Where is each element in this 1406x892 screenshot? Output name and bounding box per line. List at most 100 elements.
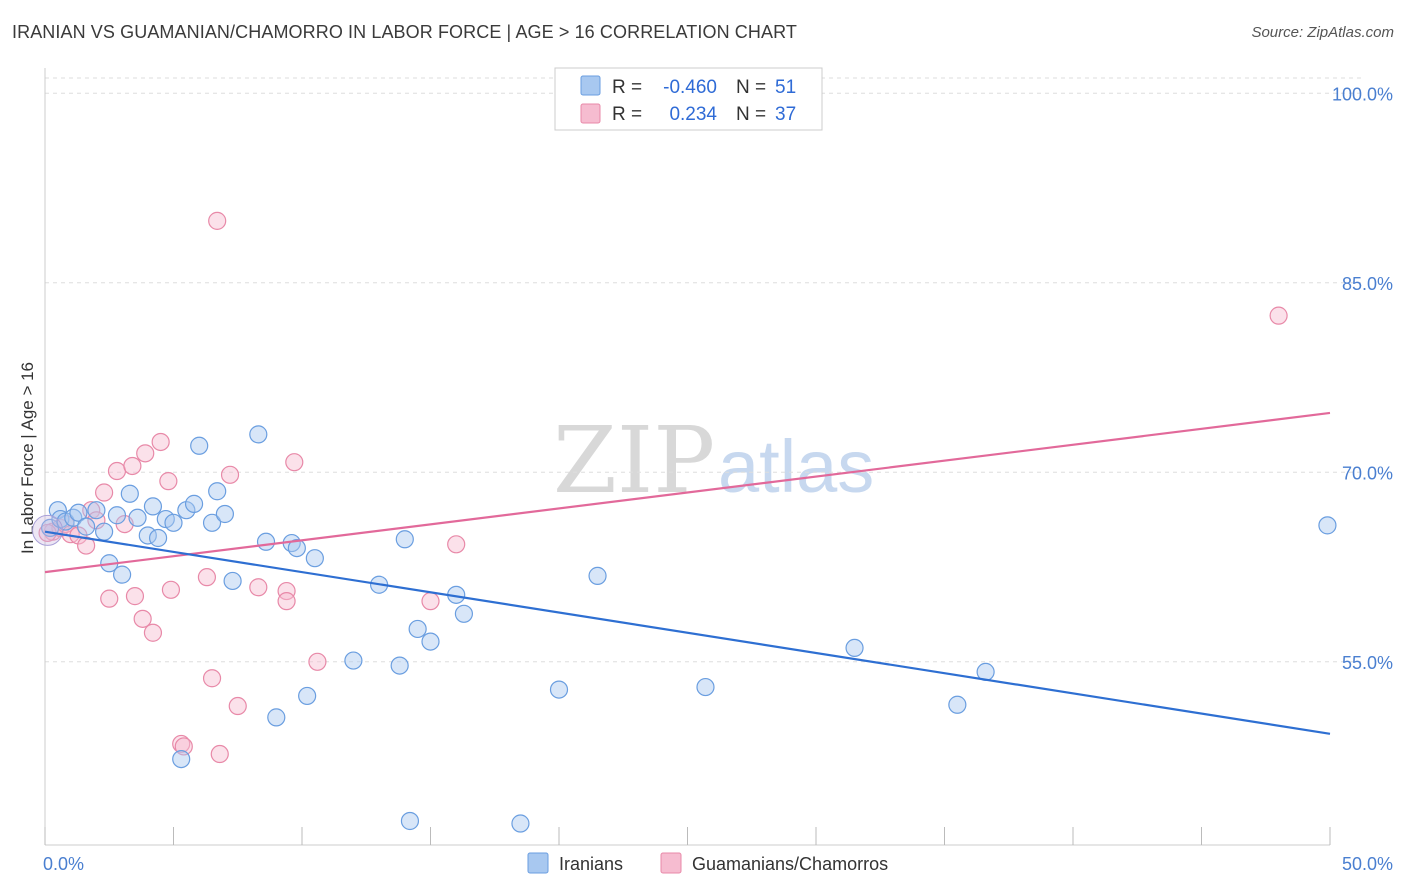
bottom-legend: Iranians Guamanians/Chamorros [527, 852, 888, 874]
guamanians-point-22 [197, 568, 217, 587]
iranians-point-6 [77, 517, 96, 536]
y-tick-label-3: 100.0% [1332, 84, 1393, 104]
iranians-trend-line [44, 530, 1331, 735]
iranians-point-34 [344, 651, 363, 670]
iranians-point-23 [202, 513, 222, 532]
watermark-zip: ZIP [553, 407, 715, 514]
guamanians-point-12 [123, 456, 142, 476]
iranians-point-32 [305, 549, 324, 568]
legend-r-label-2: R = [612, 104, 642, 125]
watermark-atlas: atlas [718, 425, 874, 508]
iranians-point-2 [51, 509, 70, 529]
guamanians-point-35 [1269, 306, 1288, 325]
legend-r-value-1: -0.460 [663, 77, 717, 98]
iranians-point-45 [588, 566, 607, 585]
legend-swatch-iranians [580, 75, 601, 96]
source-label: Source: ZipAtlas.com [1251, 24, 1394, 41]
guamanians-point-28 [249, 578, 268, 597]
iranians-point-21 [184, 494, 204, 513]
iranians-point-13 [128, 508, 147, 527]
y-axis-label: In Labor Force | Age > 16 [18, 362, 37, 554]
guamanians-trend-line [44, 411, 1331, 574]
iranians-point-19 [172, 749, 191, 769]
iranians-point-43 [511, 814, 530, 833]
legend-n-label-2: N = [736, 104, 766, 125]
iranians-point-40 [421, 632, 440, 651]
guamanians-point-24 [208, 211, 227, 230]
legend-n-value-2: 37 [775, 104, 796, 125]
watermark: ZIP atlas [553, 407, 874, 514]
guamanians-point-18 [159, 472, 178, 491]
trend-lines [44, 411, 1331, 735]
iranians-point-7 [87, 501, 106, 520]
guamanians-point-26 [220, 465, 240, 484]
y-tick-label-0: 55.0% [1342, 653, 1393, 673]
iranians-point-5 [69, 503, 88, 522]
iranians-point-28 [256, 532, 276, 551]
chart-title: IRANIAN VS GUAMANIAN/CHAMORRO IN LABOR F… [12, 22, 797, 42]
legend-r-label-1: R = [612, 77, 642, 98]
guamanians-point-31 [285, 453, 304, 472]
bottom-legend-swatch-guamanians [660, 852, 682, 874]
iranians-point-25 [215, 504, 234, 524]
iranians-point-47 [845, 638, 864, 658]
legend-n-label-1: N = [736, 77, 766, 98]
guamanians-point-17 [151, 432, 170, 452]
iranians-point-8 [95, 522, 114, 541]
guamanians-point-30 [277, 592, 296, 611]
iranians-point-16 [148, 528, 168, 548]
guamanians-point-20 [172, 734, 191, 754]
bottom-legend-iranians: Iranians [559, 854, 623, 874]
guamanians-point-13 [125, 587, 145, 606]
iranians-point-39 [408, 619, 427, 639]
series-guamanians-points [38, 211, 1288, 764]
iranians-point-27 [249, 425, 268, 444]
y-tick-label-2: 85.0% [1342, 274, 1393, 294]
iranians-point-42 [454, 604, 474, 623]
guamanians-point-23 [202, 669, 222, 688]
guamanians-point-27 [228, 696, 247, 716]
legend-swatch-guamanians [580, 103, 601, 124]
guamanians-point-34 [447, 535, 466, 554]
guamanians-point-9 [100, 589, 119, 608]
iranians-point-10 [107, 506, 127, 525]
iranians-point-36 [390, 656, 409, 675]
iranians-point-44 [549, 680, 569, 699]
iranians-point-4 [64, 508, 83, 527]
gridlines [45, 77, 1365, 663]
guamanians-point-16 [143, 623, 163, 642]
series-iranians-points [32, 425, 1337, 833]
guamanians-point-29 [277, 581, 296, 601]
bottom-legend-guamanians: Guamanians/Chamorros [692, 854, 888, 874]
x-tick-label-1: 50.0% [1342, 854, 1393, 874]
y-tick-label-1: 70.0% [1342, 463, 1393, 483]
iranians-point-24 [208, 482, 227, 501]
iranians-point-50 [1318, 516, 1337, 535]
iranians-point-22 [190, 436, 209, 455]
iranians-point-11 [112, 565, 132, 584]
iranians-point-37 [395, 530, 414, 549]
bottom-legend-swatch-iranians [527, 852, 549, 874]
iranians-point-18 [164, 513, 183, 532]
guamanians-point-32 [308, 652, 327, 671]
guamanians-point-8 [95, 483, 114, 502]
iranians-point-26 [223, 571, 242, 591]
x-tick-labels: 0.0% 50.0% [43, 854, 1393, 874]
guamanians-point-15 [136, 444, 155, 463]
guamanians-point-19 [161, 580, 181, 599]
iranians-point-46 [696, 677, 715, 697]
guamanians-point-14 [133, 609, 152, 628]
guamanians-point-33 [421, 592, 440, 611]
legend-box: R = -0.460 N = 51 R = 0.234 N = 37 [554, 67, 823, 131]
iranians-point-38 [400, 811, 420, 831]
axes [44, 68, 1331, 846]
guamanians-point-10 [107, 461, 127, 481]
iranians-point-15 [143, 497, 163, 516]
iranians-point-12 [120, 484, 139, 503]
iranians-point-29 [267, 708, 286, 727]
iranians-point-33 [298, 686, 317, 706]
x-tick-label-0: 0.0% [43, 854, 84, 874]
overlap-point [32, 514, 64, 546]
guamanians-point-25 [210, 744, 229, 764]
